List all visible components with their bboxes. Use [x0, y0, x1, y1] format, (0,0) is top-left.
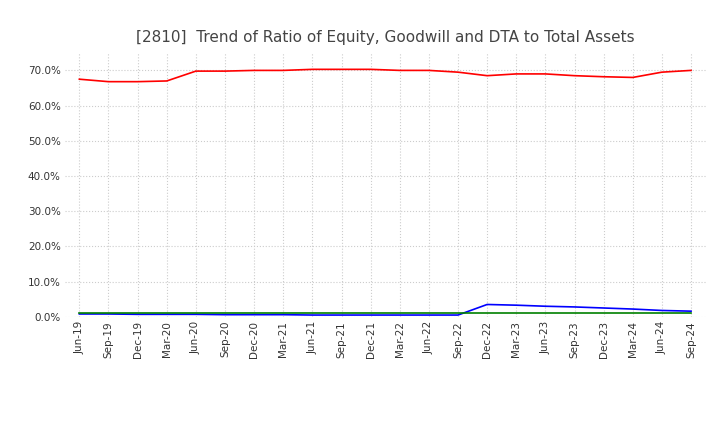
Deferred Tax Assets	[570, 311, 579, 316]
Deferred Tax Assets	[541, 311, 550, 316]
Equity	[395, 68, 404, 73]
Deferred Tax Assets	[687, 311, 696, 316]
Goodwill	[250, 312, 258, 317]
Goodwill	[279, 312, 287, 317]
Equity	[541, 71, 550, 77]
Equity	[570, 73, 579, 78]
Goodwill	[599, 305, 608, 311]
Equity	[483, 73, 492, 78]
Deferred Tax Assets	[192, 311, 200, 316]
Equity	[687, 68, 696, 73]
Goodwill	[629, 306, 637, 312]
Equity	[279, 68, 287, 73]
Equity	[657, 70, 666, 75]
Equity	[337, 67, 346, 72]
Equity	[599, 74, 608, 79]
Deferred Tax Assets	[657, 311, 666, 316]
Equity	[454, 70, 462, 75]
Goodwill	[687, 308, 696, 314]
Equity	[629, 75, 637, 80]
Goodwill	[75, 312, 84, 317]
Goodwill	[308, 312, 317, 318]
Equity	[308, 67, 317, 72]
Goodwill	[454, 312, 462, 318]
Deferred Tax Assets	[425, 311, 433, 316]
Goodwill	[220, 312, 229, 317]
Goodwill	[337, 312, 346, 318]
Equity	[75, 77, 84, 82]
Goodwill	[512, 303, 521, 308]
Deferred Tax Assets	[454, 311, 462, 316]
Deferred Tax Assets	[308, 311, 317, 316]
Deferred Tax Assets	[512, 311, 521, 316]
Goodwill	[483, 302, 492, 307]
Equity	[425, 68, 433, 73]
Goodwill	[133, 312, 142, 317]
Deferred Tax Assets	[599, 311, 608, 316]
Deferred Tax Assets	[395, 311, 404, 316]
Equity	[512, 71, 521, 77]
Deferred Tax Assets	[279, 311, 287, 316]
Equity	[104, 79, 113, 84]
Title: [2810]  Trend of Ratio of Equity, Goodwill and DTA to Total Assets: [2810] Trend of Ratio of Equity, Goodwil…	[136, 29, 634, 45]
Goodwill	[366, 312, 375, 318]
Goodwill	[395, 312, 404, 318]
Goodwill	[425, 312, 433, 318]
Goodwill	[657, 308, 666, 313]
Goodwill	[192, 312, 200, 317]
Equity	[366, 67, 375, 72]
Equity	[250, 68, 258, 73]
Goodwill	[541, 304, 550, 309]
Deferred Tax Assets	[220, 311, 229, 316]
Goodwill	[104, 312, 113, 317]
Deferred Tax Assets	[250, 311, 258, 316]
Deferred Tax Assets	[104, 311, 113, 316]
Goodwill	[163, 312, 171, 317]
Deferred Tax Assets	[337, 311, 346, 316]
Deferred Tax Assets	[483, 311, 492, 316]
Line: Goodwill: Goodwill	[79, 304, 691, 315]
Deferred Tax Assets	[75, 311, 84, 316]
Equity	[192, 69, 200, 74]
Line: Equity: Equity	[79, 70, 691, 82]
Deferred Tax Assets	[366, 311, 375, 316]
Deferred Tax Assets	[163, 311, 171, 316]
Equity	[133, 79, 142, 84]
Equity	[220, 69, 229, 74]
Equity	[163, 78, 171, 84]
Deferred Tax Assets	[629, 311, 637, 316]
Goodwill	[570, 304, 579, 310]
Deferred Tax Assets	[133, 311, 142, 316]
